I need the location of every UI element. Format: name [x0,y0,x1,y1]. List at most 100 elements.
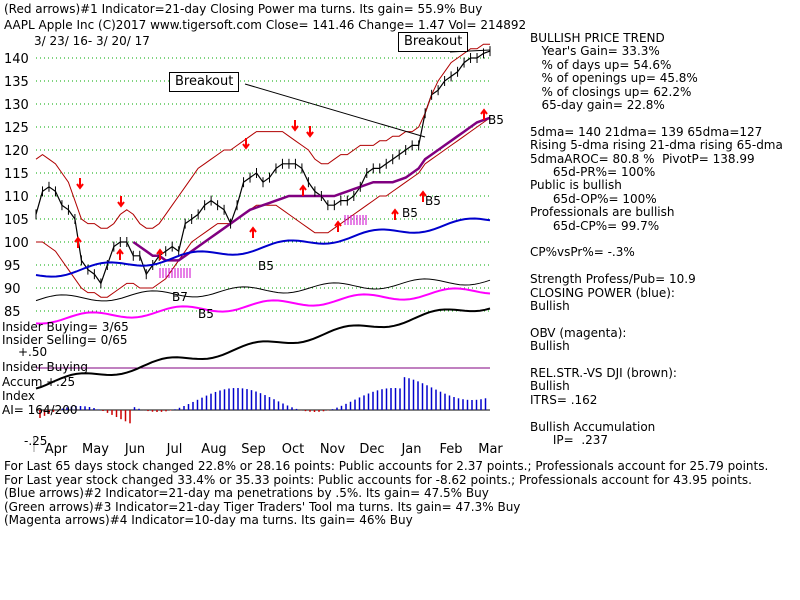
b5-label: B5 [258,259,274,273]
red-arrow [249,226,257,238]
insider-selling-label: Insider Selling= 0/65 [2,333,128,347]
red-arrow [74,236,82,248]
stats-line: % of days up= 54.6% [530,57,672,72]
y-tick-label: 135 [4,75,29,90]
reference-line [35,278,491,302]
stats-line: OBV (magenta): [530,325,627,340]
stats-line: 65-day gain= 22.8% [530,98,665,112]
obv-line [35,287,491,325]
y-tick-label: 120 [4,144,29,159]
b5-label: B5 [488,113,504,127]
red-arrow [117,196,125,208]
index-label: Index [2,389,36,403]
y-tick-label: 140 [4,52,29,67]
stats-line: REL.STR.-VS DJI (brown): [530,366,677,380]
red-arrow [480,108,488,120]
x-tick-label: Aug [201,442,226,457]
breakout-connector [244,83,426,138]
x-tick-label: Feb [439,442,462,457]
x-tick-label: Mar [478,442,503,457]
chart-grid [33,57,490,452]
footer-line: (Magenta arrows)#4 Indicator=10-day ma t… [4,513,413,527]
insider-buying-label: Insider Buying= 3/65 [2,320,129,334]
y-tick-label: 85 [4,305,21,320]
accum-label: Accum [2,375,43,389]
stats-line: Strength Profess/Pub= 10.9 [530,272,696,287]
rel-str-line [35,307,491,390]
x-tick-labels: Apr May Jun Jul Aug Sep Oct Nov Dec Jan Feb Mar [45,442,504,457]
y-tick-label: 125 [4,121,29,136]
b7-label: B7 [172,290,188,304]
x-tick-label: Oct [282,442,304,457]
stats-line: Professionals are bullish [530,205,675,220]
date-range: 3/ 23/ 16- 3/ 20/ 17 [34,34,150,48]
series-ma65 [132,116,491,262]
footer-line: (Blue arrows)#2 Indicator=21-day ma pene… [4,486,489,500]
footer-line: (Green arrows)#3 Indicator=21-day Tiger … [4,499,521,514]
series-band_upper [35,43,490,229]
red-arrow [242,138,250,150]
stats-line: % of openings up= 45.8% [530,71,698,86]
x-tick-label: Jul [166,442,183,457]
footer-line: For Last 65 days stock changed 22.8% or … [4,459,769,473]
minus25-label: -.25 [24,434,48,448]
ticker-line: AAPL Apple Inc (C)2017 www.tigersoft.com… [4,18,527,32]
stats-line: Year's Gain= 33.3% [530,44,660,59]
indicator-line-1: (Red arrows)#1 Indicator=21-day Closing … [4,2,483,16]
stats-line: 65d-CP%= 99.7% [530,218,660,233]
y-tick-label: 105 [4,213,29,228]
stats-line: Public is bullish [530,178,622,193]
stats-line: Bullish Accumulation [530,419,656,434]
red-arrow [116,248,124,260]
stats-line: 5dma= 140 21dma= 139 65dma=127 [530,124,763,139]
stats-line: Bullish [530,299,570,313]
b5-label: B5 [402,206,418,220]
stats-line: IP= .237 [530,433,609,447]
red-arrow [391,208,399,220]
insider-buying-label-2: Insider Buying [2,360,88,374]
plus25-label: +.25 [46,375,76,389]
y-tick-label: 110 [4,190,29,205]
chart-series [35,43,491,298]
red-arrow [419,190,427,202]
breakout-label-top: Breakout [398,32,469,52]
red-arrow [156,248,164,260]
y-tick-labels: 140 135 130 125 120 115 110 105 100 95 90 85 [4,52,29,320]
stats-line: Rising 5-dma rising 21-dma rising 65-dma [530,138,783,153]
x-tick-label: Jun [124,442,145,457]
b5-label: B5 [425,194,441,208]
closing-power-line [35,217,491,278]
red-arrow [306,126,314,138]
ai-label: AI= 164/200 [2,403,78,417]
y-tick-label: 100 [4,236,29,251]
y-tick-label: 115 [4,167,29,182]
b5-label: B5 [198,307,214,321]
chart-decorations [35,49,491,424]
x-tick-label: May [82,442,109,457]
stats-line: 65d-PR%= 100% [530,165,656,179]
y-tick-label: 90 [4,282,21,297]
stats-line: ITRS= .162 [530,392,598,407]
x-tick-label: Sep [241,442,266,457]
stats-line: % of closings up= 62.2% [530,84,692,99]
breakout-label-mid: Breakout [169,72,240,92]
x-tick-label: Apr [45,442,68,457]
stats-line: 65d-OP%= 100% [530,191,657,206]
stats-line: BULLISH PRICE TREND [530,31,665,45]
x-tick-label: Dec [359,442,384,457]
x-tick-label: Jan [400,442,421,457]
stats-line: 5dmaAROC= 80.8 % PivotP= 138.99 [530,151,755,166]
stats-line: CLOSING POWER (blue): [530,285,675,300]
red-arrow [76,178,84,190]
red-arrow [299,184,307,196]
stats-line: Bullish [530,379,570,394]
stats-line: CP%vsPr%= -.3% [530,245,635,260]
footer-line: For Last year stock changed 33.4% or 35.… [4,472,752,487]
series-price [35,50,491,285]
plus50-label: +.50 [18,345,48,359]
red-arrow [291,120,299,132]
x-tick-label: Nov [320,442,346,457]
stats-line: Bullish [530,339,570,354]
y-tick-label: 130 [4,98,29,113]
